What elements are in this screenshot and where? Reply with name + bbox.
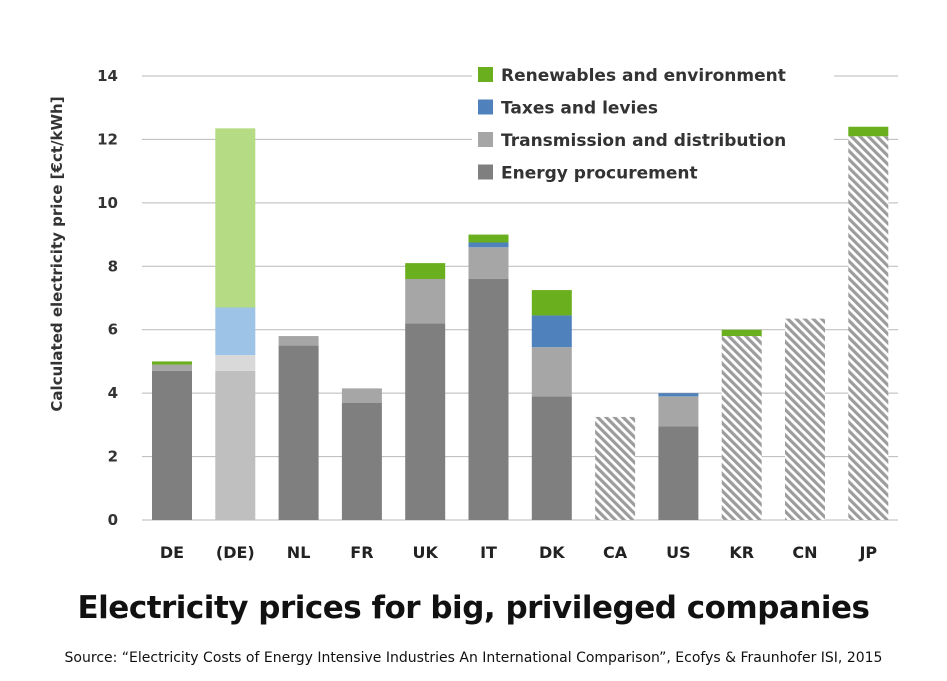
x-category-label: JP <box>858 543 877 562</box>
legend-swatch <box>478 99 493 115</box>
bar-segment-transmission-and-distribution <box>278 336 319 346</box>
bar-segment-energy-procurement <box>785 318 825 520</box>
x-axis-categories: DE (DE) NL FR UK IT DK CA US KR CN JP <box>160 543 878 562</box>
y-tick-label: 12 <box>97 130 118 148</box>
bar-segment-taxes-and-levies <box>531 315 572 348</box>
x-category-label: UK <box>413 543 439 562</box>
caption-title: Electricity prices for big, privileged c… <box>77 590 871 626</box>
x-category-label: CA <box>603 543 628 562</box>
bar-segment-transmission-and-distribution <box>215 355 256 371</box>
bars <box>152 126 889 520</box>
bar-segment-renewables-and-environment <box>721 329 762 337</box>
legend-label: Energy procurement <box>501 164 698 184</box>
y-axis-label: Calculated electricity price [€ct/kWh] <box>48 96 66 411</box>
x-category-label: US <box>666 543 691 562</box>
bar-segment-transmission-and-distribution <box>405 278 446 324</box>
bar-segment-energy-procurement <box>658 426 699 520</box>
legend-label: Taxes and levies <box>501 99 658 119</box>
x-category-label: FR <box>350 543 373 562</box>
bar-segment-transmission-and-distribution <box>341 388 382 403</box>
bar-segment-taxes-and-levies <box>215 307 256 356</box>
bar-segment-renewables-and-environment <box>152 361 192 365</box>
y-tick-label: 2 <box>108 448 118 466</box>
bar-segment-energy-procurement <box>341 402 382 520</box>
bar-segment-energy-procurement <box>215 370 256 520</box>
bar-segment-energy-procurement <box>721 336 762 520</box>
x-category-label: KR <box>729 543 754 562</box>
y-tick-label: 8 <box>108 257 118 275</box>
legend-label: Renewables and environment <box>501 66 786 86</box>
bar-segment-energy-procurement <box>531 396 572 520</box>
legend-label: Transmission and distribution <box>501 131 786 151</box>
x-category-label: IT <box>480 543 497 562</box>
bar-segment-energy-procurement <box>468 278 509 520</box>
x-category-label: NL <box>287 543 311 562</box>
bar-segment-taxes-and-levies <box>468 242 509 248</box>
bar-segment-energy-procurement <box>595 416 636 520</box>
bar-segment-energy-procurement <box>278 345 319 520</box>
x-category-label: (DE) <box>216 543 255 562</box>
x-category-label: CN <box>792 543 817 562</box>
caption-source: Source: “Electricity Costs of Energy Int… <box>64 650 883 666</box>
bar-segment-taxes-and-levies <box>658 393 699 397</box>
bar-segment-renewables-and-environment <box>215 128 256 308</box>
y-tick-label: 4 <box>108 384 118 402</box>
bar-segment-energy-procurement <box>405 323 446 520</box>
x-category-label: DE <box>160 543 184 562</box>
y-axis-ticks: 0 2 4 6 8 10 12 14 <box>97 67 118 529</box>
bar-segment-transmission-and-distribution <box>468 247 509 279</box>
y-tick-label: 14 <box>97 67 118 85</box>
bar-segment-transmission-and-distribution <box>531 347 572 397</box>
bar-segment-renewables-and-environment <box>848 126 889 137</box>
bar-segment-renewables-and-environment <box>531 290 572 316</box>
bar-segment-transmission-and-distribution <box>152 364 192 371</box>
legend: Renewables and environment Taxes and levi… <box>472 59 834 184</box>
bar-segment-renewables-and-environment <box>468 234 509 243</box>
y-tick-label: 10 <box>97 194 118 212</box>
bar-segment-energy-procurement <box>152 370 192 520</box>
legend-swatch <box>478 132 493 147</box>
legend-swatch <box>478 67 493 82</box>
y-tick-label: 0 <box>108 511 118 529</box>
bar-segment-renewables-and-environment <box>405 263 446 279</box>
x-category-label: DK <box>539 543 565 562</box>
y-tick-label: 6 <box>108 321 118 339</box>
legend-swatch <box>478 164 493 180</box>
bar-segment-transmission-and-distribution <box>658 396 699 427</box>
gridlines <box>142 75 898 521</box>
bar-segment-energy-procurement <box>848 136 889 520</box>
legend-box <box>472 59 834 183</box>
